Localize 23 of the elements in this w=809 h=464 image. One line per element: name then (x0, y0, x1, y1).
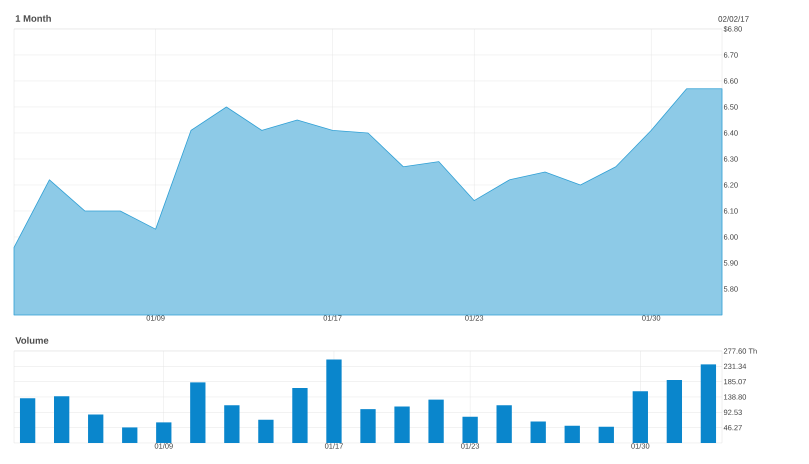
bar (292, 388, 308, 443)
bar (564, 426, 580, 443)
bar (360, 409, 376, 443)
bar (326, 359, 342, 443)
bar (632, 391, 648, 443)
bar (88, 414, 104, 443)
bar (258, 420, 274, 443)
bar (496, 405, 512, 443)
bar (394, 406, 410, 443)
bar (598, 426, 614, 443)
bar (428, 400, 444, 443)
bar (190, 382, 206, 443)
bar (20, 398, 36, 443)
bar (156, 422, 172, 443)
bar (224, 405, 240, 443)
bar (530, 421, 546, 443)
chart-title: Volume (15, 336, 48, 344)
bar (666, 380, 682, 443)
bar (462, 416, 478, 443)
bar (54, 396, 70, 443)
bar (122, 427, 138, 443)
bar (700, 364, 716, 443)
chart-title: 1 Month (16, 14, 51, 22)
